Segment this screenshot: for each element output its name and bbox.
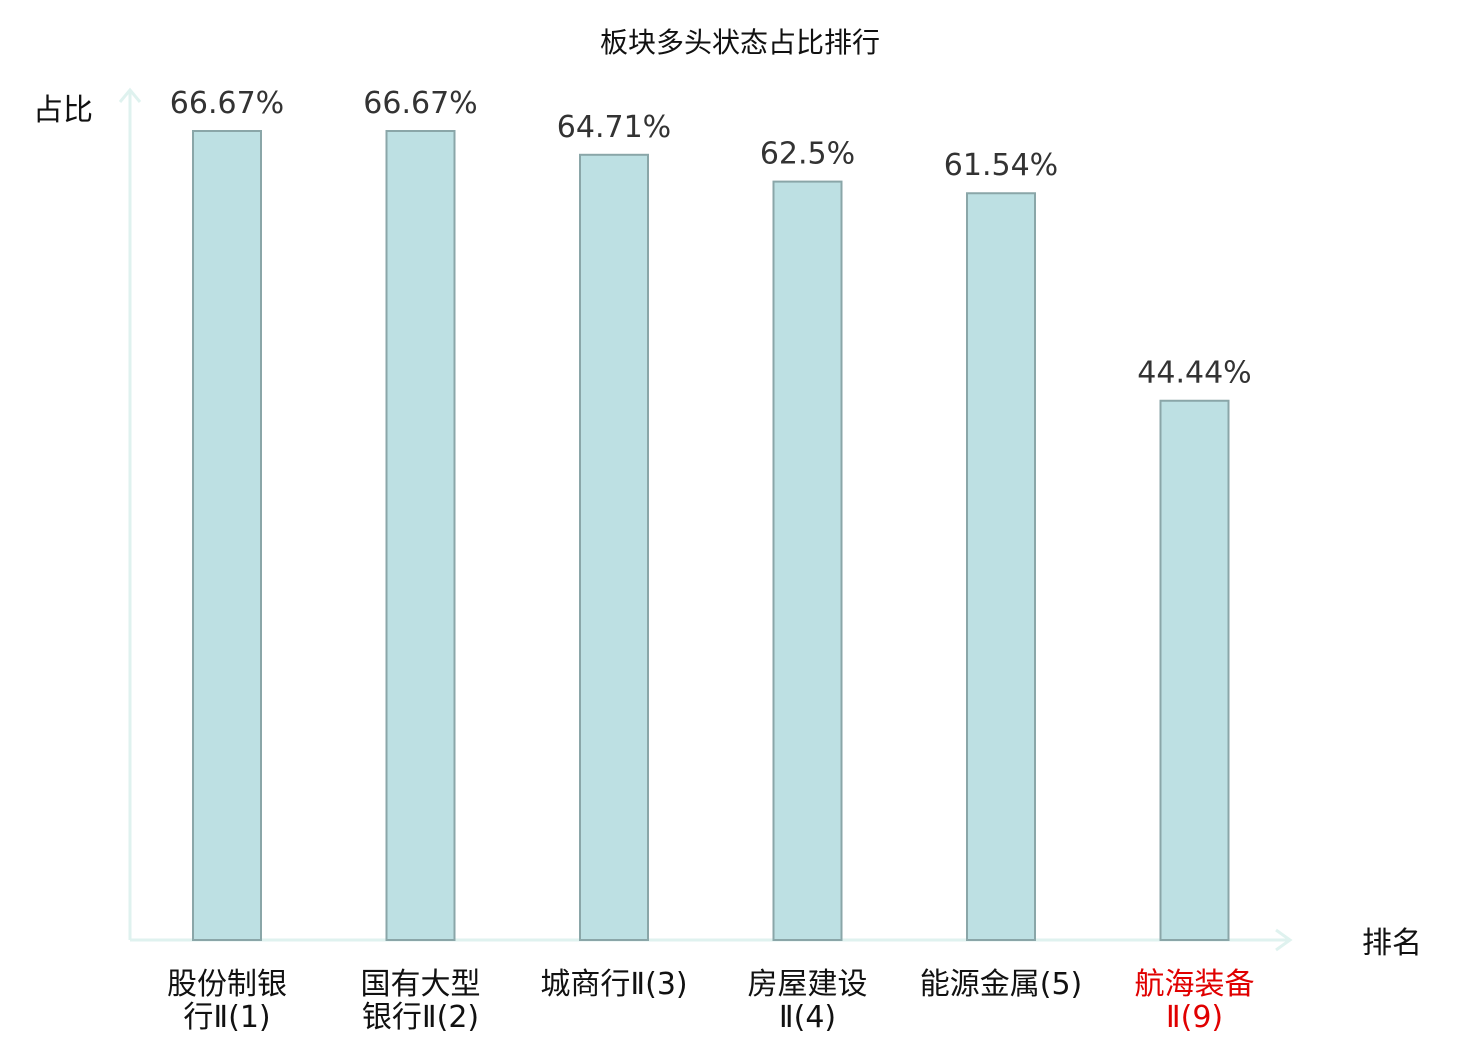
bar <box>385 130 456 941</box>
x-tick-label-line2: Ⅱ(9) <box>1166 1000 1223 1035</box>
data-label: 62.5% <box>760 137 855 172</box>
bar <box>192 130 262 941</box>
y-axis-label: 占比 <box>33 93 93 128</box>
bar <box>1159 399 1230 941</box>
y-axis-arrow-icon <box>118 87 142 103</box>
x-tick-label: 能源金属(5) <box>920 967 1083 1002</box>
data-label: 44.44% <box>1137 356 1251 391</box>
x-tick-label: 国有大型 <box>361 967 481 1002</box>
x-tick-label-line2: Ⅱ(4) <box>779 1000 836 1035</box>
x-tick-label: 房屋建设 <box>748 967 868 1002</box>
x-tick-label-line2: 银行Ⅱ(2) <box>362 1000 479 1035</box>
x-axis-label: 排名 <box>1362 926 1422 961</box>
data-label: 66.67% <box>170 86 284 121</box>
x-axis-arrow-icon <box>1275 928 1293 952</box>
x-tick-label: 航海装备 <box>1135 967 1255 1002</box>
x-tick-label: 城商行Ⅱ(3) <box>540 967 687 1002</box>
axes <box>118 87 1293 952</box>
bar <box>579 153 649 942</box>
data-label: 64.71% <box>557 110 671 145</box>
bar <box>966 192 1036 941</box>
chart-title: 板块多头状态占比排行 <box>600 26 880 59</box>
data-label: 61.54% <box>944 148 1058 183</box>
x-tick-label-line2: 行Ⅱ(1) <box>183 1000 270 1035</box>
data-label: 66.67% <box>363 86 477 121</box>
x-tick-label: 股份制银 <box>167 967 287 1002</box>
bar <box>772 180 843 942</box>
value-labels-group: 66.67% 66.67% 64.71% 62.5% 61.54% 44.44% <box>170 86 1252 391</box>
bars-group <box>192 130 1230 942</box>
